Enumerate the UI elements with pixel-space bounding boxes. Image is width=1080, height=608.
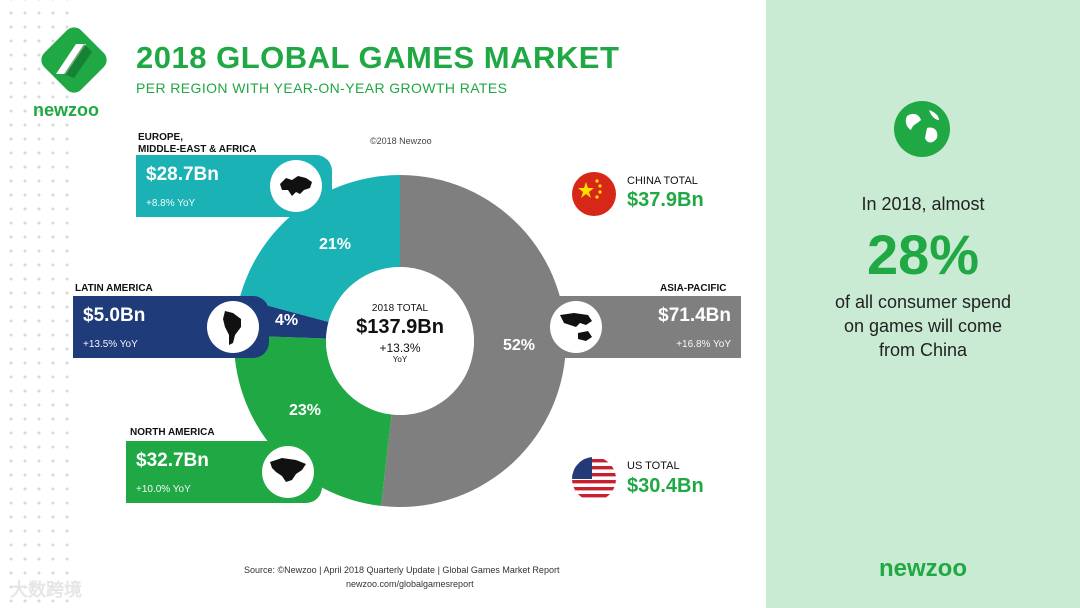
region-yoy-na: +10.0% YoY bbox=[136, 484, 191, 495]
newzoo-logo-icon bbox=[41, 27, 107, 93]
page-title: 2018 GLOBAL GAMES MARKET bbox=[136, 40, 620, 75]
china-total-value: $37.9Bn bbox=[627, 189, 704, 211]
dot-pattern bbox=[0, 0, 70, 608]
donut-slice-na bbox=[233, 335, 392, 506]
slice-share-apac: 52% bbox=[503, 337, 536, 354]
total-growth-unit: YoY bbox=[392, 355, 408, 364]
region-value-emea: $28.7Bn bbox=[146, 164, 219, 185]
source-line: Source: ©Newzoo | April 2018 Quarterly U… bbox=[244, 565, 560, 575]
region-card-na: $32.7Bn +10.0% YoY bbox=[126, 441, 322, 503]
region-yoy-latam: +13.5% YoY bbox=[83, 339, 138, 350]
stat-description: of all consumer spend on games will come… bbox=[834, 292, 1012, 360]
region-card-emea: $28.7Bn +8.8% YoY bbox=[136, 155, 332, 217]
globe-icon bbox=[894, 101, 950, 157]
region-yoy-emea: +8.8% YoY bbox=[146, 198, 196, 209]
region-label-apac: ASIA-PACIFIC bbox=[660, 283, 727, 294]
total-growth: +13.3% bbox=[379, 341, 421, 355]
donut-chart bbox=[233, 175, 567, 508]
stat-intro: In 2018, almost bbox=[861, 194, 985, 214]
us-total-value: $30.4Bn bbox=[627, 475, 704, 497]
donut-slice-apac bbox=[381, 175, 567, 508]
china-flag-icon bbox=[572, 172, 616, 216]
total-value: $137.9Bn bbox=[356, 316, 444, 338]
us-flag-icon bbox=[572, 457, 616, 501]
region-label-na: NORTH AMERICA bbox=[130, 427, 215, 438]
china-total-label: CHINA TOTAL bbox=[627, 175, 698, 187]
asia-pacific-map-icon bbox=[550, 301, 602, 353]
page-subtitle: PER REGION WITH YEAR-ON-YEAR GROWTH RATE… bbox=[136, 80, 508, 96]
south-america-map-icon bbox=[207, 301, 259, 353]
slice-share-na: 23% bbox=[289, 402, 322, 419]
region-card-latam: $5.0Bn +13.5% YoY bbox=[73, 296, 269, 358]
total-label: 2018 TOTAL bbox=[371, 303, 429, 314]
region-value-latam: $5.0Bn bbox=[83, 305, 146, 326]
chart-center: 2018 TOTAL $137.9Bn +13.3% YoY bbox=[330, 303, 470, 364]
north-america-map-icon bbox=[262, 446, 314, 498]
donut-hole bbox=[326, 267, 474, 415]
region-yoy-apac: +16.8% YoY bbox=[676, 339, 731, 350]
region-label-latam: LATIN AMERICA bbox=[75, 283, 153, 294]
region-label-emea: EUROPE, MIDDLE-EAST & AFRICA bbox=[138, 132, 257, 155]
chart-copyright: ©2018 Newzoo bbox=[370, 136, 432, 146]
europe-map-icon bbox=[270, 160, 322, 212]
us-total-label: US TOTAL bbox=[627, 460, 680, 472]
source-url: newzoo.com/globalgamesreport bbox=[346, 579, 474, 589]
slice-share-latam: 4% bbox=[275, 312, 299, 329]
slice-share-emea: 21% bbox=[319, 236, 352, 253]
brand-footer: newzoo bbox=[879, 555, 967, 582]
region-card-apac: $71.4Bn +16.8% YoY bbox=[544, 296, 741, 358]
logo-text: newzoo bbox=[33, 100, 99, 120]
stat-big-number: 28% bbox=[866, 223, 980, 286]
donut-slice-emea bbox=[239, 175, 400, 322]
watermark: 大数跨境 bbox=[10, 580, 82, 600]
region-value-apac: $71.4Bn bbox=[658, 305, 731, 326]
region-value-na: $32.7Bn bbox=[136, 450, 209, 471]
